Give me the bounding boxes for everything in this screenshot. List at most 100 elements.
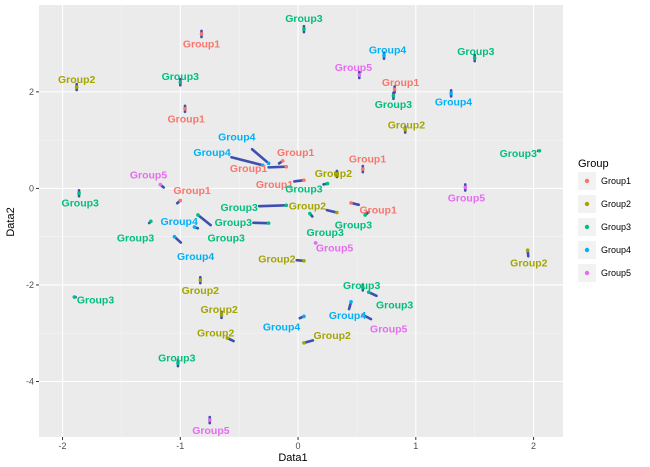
point-label: Group3 bbox=[285, 13, 322, 25]
y-tick-label: 0 bbox=[29, 183, 34, 193]
data-point bbox=[302, 341, 306, 345]
point-label: Group2 bbox=[315, 168, 352, 180]
legend-label: Group2 bbox=[601, 199, 631, 209]
data-point bbox=[198, 278, 203, 282]
data-point bbox=[302, 314, 306, 319]
point-label: Group3 bbox=[117, 233, 154, 245]
legend-key-point bbox=[584, 201, 590, 207]
point-label: Group1 bbox=[382, 77, 419, 89]
data-point bbox=[335, 172, 339, 176]
data-point bbox=[325, 181, 330, 186]
point-label: Group2 bbox=[197, 327, 234, 339]
y-axis-title: Data2 bbox=[5, 207, 17, 236]
data-point bbox=[302, 259, 306, 263]
data-point bbox=[361, 313, 365, 317]
legend-key-point bbox=[584, 178, 590, 184]
point-label: Group4 bbox=[329, 310, 366, 322]
data-point bbox=[176, 361, 180, 365]
point-label: Group4 bbox=[263, 321, 300, 333]
label-segment bbox=[267, 165, 288, 169]
point-label: Group5 bbox=[316, 242, 353, 254]
x-axis-title: Data1 bbox=[278, 452, 307, 464]
point-label: Group3 bbox=[77, 294, 114, 306]
data-point bbox=[363, 213, 367, 217]
data-point bbox=[158, 182, 163, 187]
point-label: Group3 bbox=[343, 280, 380, 292]
data-point bbox=[77, 191, 81, 196]
legend-key-point bbox=[584, 224, 590, 230]
data-point bbox=[403, 127, 408, 132]
legend-title: Group bbox=[578, 158, 609, 170]
x-tick-label: 0 bbox=[296, 441, 301, 451]
point-label: Group2 bbox=[200, 304, 237, 316]
data-point bbox=[280, 159, 285, 163]
x-tick-label: 2 bbox=[531, 441, 536, 451]
point-label: Group3 bbox=[306, 227, 343, 239]
data-point bbox=[308, 211, 312, 216]
data-point bbox=[361, 167, 365, 171]
data-point bbox=[335, 210, 339, 215]
data-point bbox=[349, 300, 353, 304]
point-label: Group2 bbox=[182, 285, 219, 297]
data-point bbox=[302, 178, 306, 183]
point-label: Group3 bbox=[62, 197, 99, 209]
legend-key-point bbox=[584, 247, 590, 253]
point-label: Group4 bbox=[160, 216, 197, 228]
point-label: Group5 bbox=[370, 323, 407, 335]
point-label: Group5 bbox=[335, 62, 372, 74]
point-label: Group1 bbox=[349, 153, 386, 165]
point-label: Group4 bbox=[218, 131, 255, 143]
legend-label: Group1 bbox=[601, 176, 631, 186]
point-label: Group2 bbox=[314, 330, 351, 342]
point-label: Group3 bbox=[221, 202, 258, 214]
point-label: Group3 bbox=[285, 183, 322, 195]
label-segment bbox=[257, 204, 288, 208]
point-labels: Group3 Group1 Group4 Group3 Group5 Group2 Grou… bbox=[58, 13, 548, 437]
x-tick-label: -1 bbox=[176, 441, 184, 451]
data-point bbox=[207, 418, 212, 422]
point-label: Group3 bbox=[215, 217, 252, 229]
data-point bbox=[172, 234, 177, 239]
data-point bbox=[392, 87, 397, 92]
point-label: Group5 bbox=[448, 193, 485, 205]
point-label: Group3 bbox=[208, 233, 245, 245]
data-point bbox=[391, 93, 396, 98]
legend-label: Group4 bbox=[601, 245, 631, 255]
point-label: Group3 bbox=[375, 99, 412, 111]
legend-label: Group5 bbox=[601, 268, 631, 278]
label-segment bbox=[230, 155, 265, 167]
data-points bbox=[72, 27, 542, 422]
data-point bbox=[74, 85, 79, 89]
data-point bbox=[178, 198, 183, 203]
x-tick-label: 1 bbox=[413, 441, 418, 451]
point-label: Group1 bbox=[173, 185, 210, 197]
point-label: Group2 bbox=[289, 200, 326, 212]
data-point bbox=[260, 163, 265, 168]
data-point bbox=[366, 290, 371, 294]
data-point bbox=[463, 185, 468, 190]
point-label: Group2 bbox=[258, 253, 295, 265]
label-segment bbox=[196, 213, 212, 227]
data-point bbox=[225, 336, 230, 340]
data-point bbox=[178, 80, 183, 85]
data-point bbox=[199, 32, 204, 36]
data-point bbox=[349, 201, 353, 205]
legend-label: Group3 bbox=[601, 222, 631, 232]
y-tick-label: 2 bbox=[29, 87, 34, 97]
point-label: Group2 bbox=[388, 120, 425, 132]
data-point bbox=[313, 241, 318, 245]
data-point bbox=[192, 225, 197, 229]
label-segment bbox=[250, 147, 270, 165]
data-point bbox=[382, 53, 386, 58]
axis-ticks: -2 -1 0 1 2 -4 -2 0 2 bbox=[26, 87, 536, 451]
point-label: Group1 bbox=[230, 163, 267, 175]
legend: Group Group1 Group2 Group3 Group4 Group5 bbox=[570, 152, 648, 284]
point-label: Group3 bbox=[500, 148, 537, 160]
point-label: Group4 bbox=[435, 97, 472, 109]
x-tick-label: -2 bbox=[59, 441, 67, 451]
minor-gridlines bbox=[39, 5, 563, 437]
legend-key-point bbox=[584, 270, 590, 276]
point-label: Group3 bbox=[162, 71, 199, 83]
point-label: Group4 bbox=[177, 251, 214, 263]
